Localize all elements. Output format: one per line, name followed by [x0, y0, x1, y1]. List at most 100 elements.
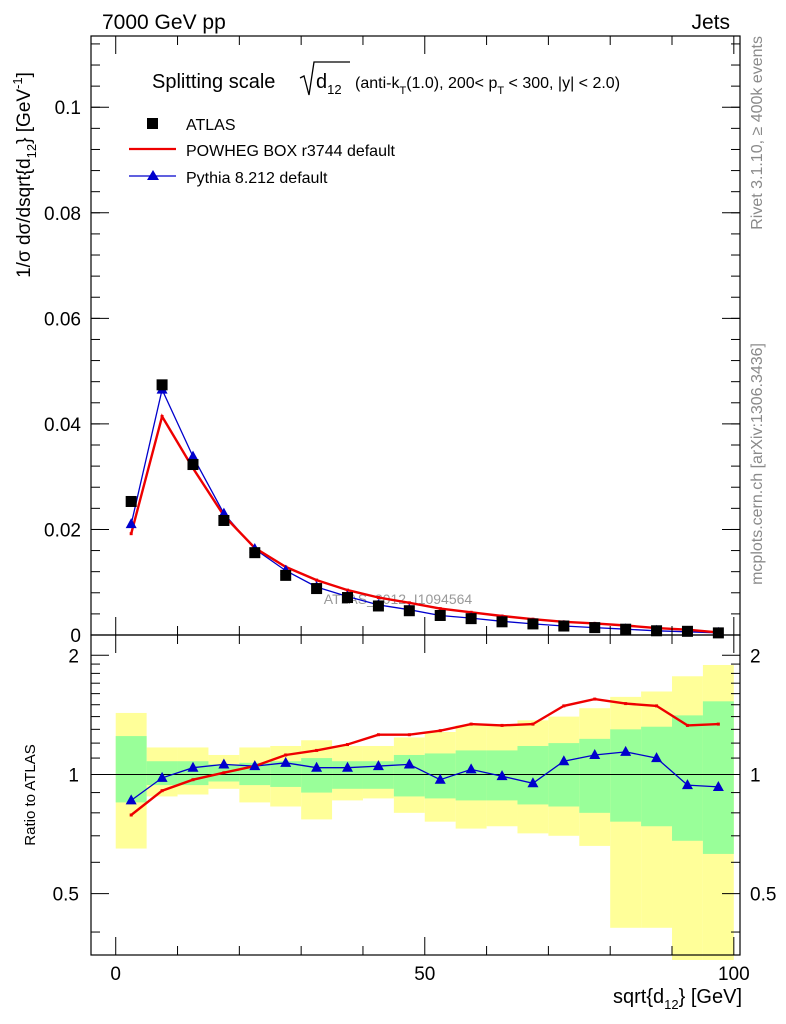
header-energy-label: 7000 GeV pp	[102, 11, 226, 34]
powheg-point-10	[407, 601, 411, 605]
top-y-axis-label: 1/σ dσ/dsqrt{d12} [GeV-1]	[10, 72, 39, 278]
top-ytick-label-5: 0.08	[44, 204, 81, 225]
ratio-band-inner-18	[641, 726, 673, 827]
ratio-powheg-point-14	[531, 722, 535, 726]
top-panel-ticks: 0 0.02 0.04 0.06 0.08 0.1	[44, 36, 740, 647]
ratio-pythia-point-3	[187, 761, 199, 772]
top-panel-series	[125, 379, 724, 639]
ratio-powheg-point-13	[500, 723, 504, 727]
ratio-powheg-line	[130, 697, 719, 816]
xtick-label-2: 50	[414, 964, 435, 985]
ratio-uncertainty-bands	[91, 664, 740, 960]
ratio-pythia-point-11	[434, 773, 446, 784]
ratio-pythia-point-4	[218, 758, 230, 769]
ratio-pythia-point-16	[589, 748, 601, 759]
ratio-pythia-point-2	[156, 771, 168, 782]
atlas-point-2	[156, 379, 168, 391]
ratio-powheg-point-18	[655, 704, 659, 708]
ratio-pythia-point-7	[311, 761, 323, 772]
ratio-pythia-point-9	[372, 760, 384, 771]
atlas-point-15	[558, 620, 570, 632]
atlas-point-13	[496, 616, 508, 628]
ratio-ytick-label-left-1: 0.5	[53, 885, 79, 906]
ratio-powheg-point-1	[129, 813, 133, 817]
ratio-band-inner-20	[702, 701, 734, 854]
pythia-point-1	[125, 518, 137, 529]
chart-title: Splitting scale	[152, 71, 275, 93]
powheg-point-1	[129, 532, 133, 536]
ratio-band-inner-1	[115, 736, 147, 803]
atlas-point-1	[125, 495, 137, 507]
ratio-powheg-point-19	[685, 723, 689, 727]
ratio-pythia-line	[130, 751, 719, 801]
ratio-pythia-point-13	[496, 770, 508, 781]
ratio-powheg-point-8	[346, 743, 350, 747]
ratio-pythia-point-15	[558, 755, 570, 766]
powheg-point-7	[315, 578, 319, 582]
atlas-point-19	[681, 625, 693, 637]
ratio-powheg-point-15	[562, 704, 566, 708]
atlas-point-14	[527, 618, 539, 630]
ratio-powheg-point-12	[469, 722, 473, 726]
ratio-panel-series	[125, 697, 724, 817]
ratio-band-inner-17	[610, 729, 642, 822]
atlas-point-20	[712, 627, 724, 639]
ratio-powheg-point-16	[593, 697, 597, 701]
ratio-ytick-label-left-3: 2	[68, 646, 79, 667]
atlas-point-7	[311, 583, 323, 595]
legend-atlas-marker	[147, 118, 158, 129]
powheg-point-9	[376, 596, 380, 600]
title-sqrt-symbol	[299, 61, 350, 96]
ratio-powheg-point-9	[376, 733, 380, 737]
legend-pythia-marker	[147, 170, 159, 180]
ratio-ytick-label-right-3: 2	[750, 646, 761, 667]
top-ytick-label-4: 0.06	[44, 309, 81, 330]
atlas-point-17	[620, 623, 632, 635]
atlas-point-12	[465, 613, 477, 625]
ratio-pythia-point-6	[280, 756, 292, 767]
xtick-label-3: 100	[718, 964, 750, 985]
title-selection: (anti-kT(1.0), 200< pT < 300, |y| < 2.0)	[355, 75, 620, 97]
rivet-version-label: Rivet 3.1.10, ≥ 400k events	[749, 36, 766, 230]
title-main: Splitting scale	[152, 71, 275, 93]
ratio-pythia-point-5	[249, 760, 261, 771]
ratio-band-inner-19	[672, 715, 703, 841]
ratio-pythia-point-17	[620, 745, 632, 756]
legend-pythia-label: Pythia 8.212 default	[186, 170, 328, 187]
atlas-point-4	[218, 514, 230, 526]
ratio-powheg-point-2	[160, 789, 164, 793]
legend: ATLAS POWHEG BOX r3744 default Pythia 8.…	[129, 117, 396, 187]
legend-atlas-label: ATLAS	[186, 117, 236, 134]
ratio-powheg-point-3	[191, 778, 195, 782]
ratio-pythia-point-8	[342, 761, 354, 772]
mcplots-reference-label: mcplots.cern.ch [arXiv:1306.3436]	[749, 343, 766, 585]
analysis-watermark: ATLAS_2012_I1094564	[324, 591, 473, 607]
powheg-point-8	[346, 588, 350, 592]
ratio-ytick-label-right-2: 1	[750, 765, 761, 786]
ratio-pythia-point-12	[465, 763, 477, 774]
ratio-panel-frame	[90, 634, 741, 956]
ratio-powheg-point-11	[438, 729, 442, 733]
atlas-point-6	[280, 569, 292, 581]
ratio-ytick-label-left-2: 1	[68, 765, 79, 786]
ratio-powheg-point-4	[222, 771, 226, 775]
ratio-pythia-point-18	[651, 752, 663, 763]
ratio-powheg-point-7	[315, 748, 319, 752]
ratio-panel-ticks: 0 50 100 0.5 0.5 1 1 2 2	[53, 635, 776, 985]
pythia-point-3	[187, 450, 199, 461]
x-axis-label: sqrt{d12} [GeV]	[613, 986, 742, 1012]
atlas-point-18	[651, 625, 663, 637]
ratio-pythia-point-19	[681, 779, 693, 790]
atlas-point-16	[589, 622, 601, 634]
ratio-powheg-point-20	[716, 722, 720, 726]
title-d-symbol: d12	[316, 71, 342, 97]
ratio-pythia-point-20	[712, 780, 724, 791]
xtick-label-1: 0	[110, 964, 121, 985]
ratio-powheg-point-17	[624, 702, 628, 706]
atlas-point-8	[342, 592, 354, 604]
atlas-point-11	[434, 609, 446, 621]
top-ytick-label-3: 0.04	[44, 415, 81, 436]
legend-powheg-label: POWHEG BOX r3744 default	[186, 143, 396, 160]
ratio-pythia-point-10	[403, 758, 415, 769]
